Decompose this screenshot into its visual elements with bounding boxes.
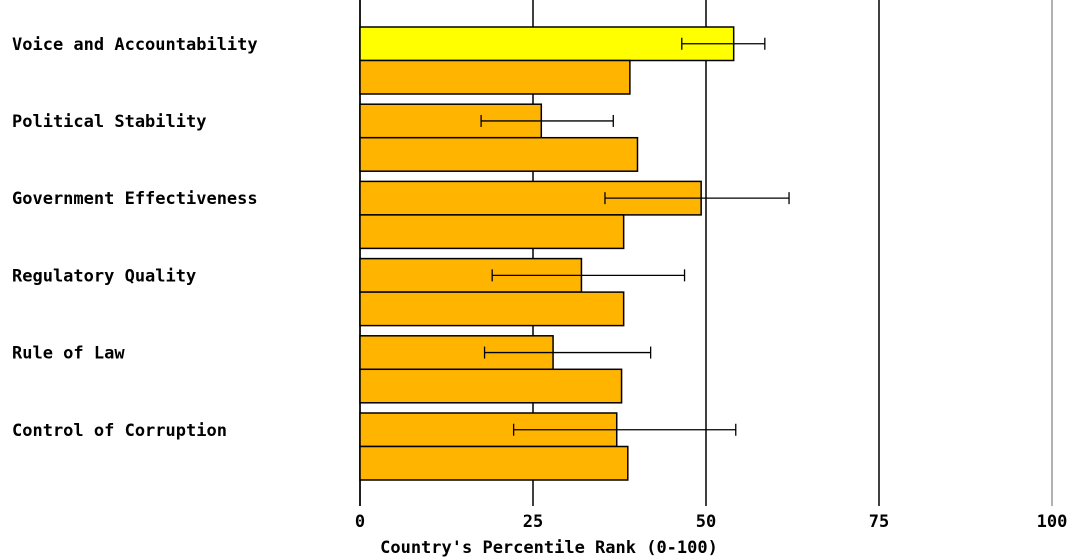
error-bars — [480, 37, 790, 436]
error-bar-0 — [681, 37, 766, 50]
bar-bottom-5 — [359, 445, 629, 481]
category-label-5: Control of Corruption — [12, 421, 227, 441]
bar-bottom-3 — [359, 291, 625, 327]
error-bar-1 — [480, 114, 614, 127]
category-label-3: Regulatory Quality — [12, 266, 196, 286]
bar-bottom-0 — [359, 59, 631, 95]
x-axis-label: Country's Percentile Rank (0-100) — [380, 538, 718, 558]
x-tick-label-0: 0 — [355, 512, 365, 532]
x-axis-ticks: 0 25 50 75 100 — [355, 512, 1067, 532]
error-bar-3 — [491, 269, 686, 282]
x-tick-label-75: 75 — [869, 512, 889, 532]
bar-bottom-2 — [359, 214, 625, 250]
bar-bottom-1 — [359, 136, 639, 172]
category-label-0: Voice and Accountability — [12, 35, 258, 55]
bar-top-0 — [359, 26, 735, 62]
error-bar-4 — [483, 346, 652, 359]
bars — [359, 26, 735, 481]
bar-bottom-4 — [359, 368, 623, 404]
x-tick-label-50: 50 — [696, 512, 716, 532]
error-bar-5 — [512, 423, 737, 436]
x-tick-label-25: 25 — [523, 512, 543, 532]
category-label-1: Political Stability — [12, 112, 206, 132]
category-label-4: Rule of Law — [12, 344, 125, 364]
category-label-2: Government Effectiveness — [12, 189, 258, 209]
x-tick-label-100: 100 — [1037, 512, 1068, 532]
error-bar-2 — [604, 192, 790, 205]
category-labels: Voice and Accountability Political Stabil… — [12, 35, 258, 441]
